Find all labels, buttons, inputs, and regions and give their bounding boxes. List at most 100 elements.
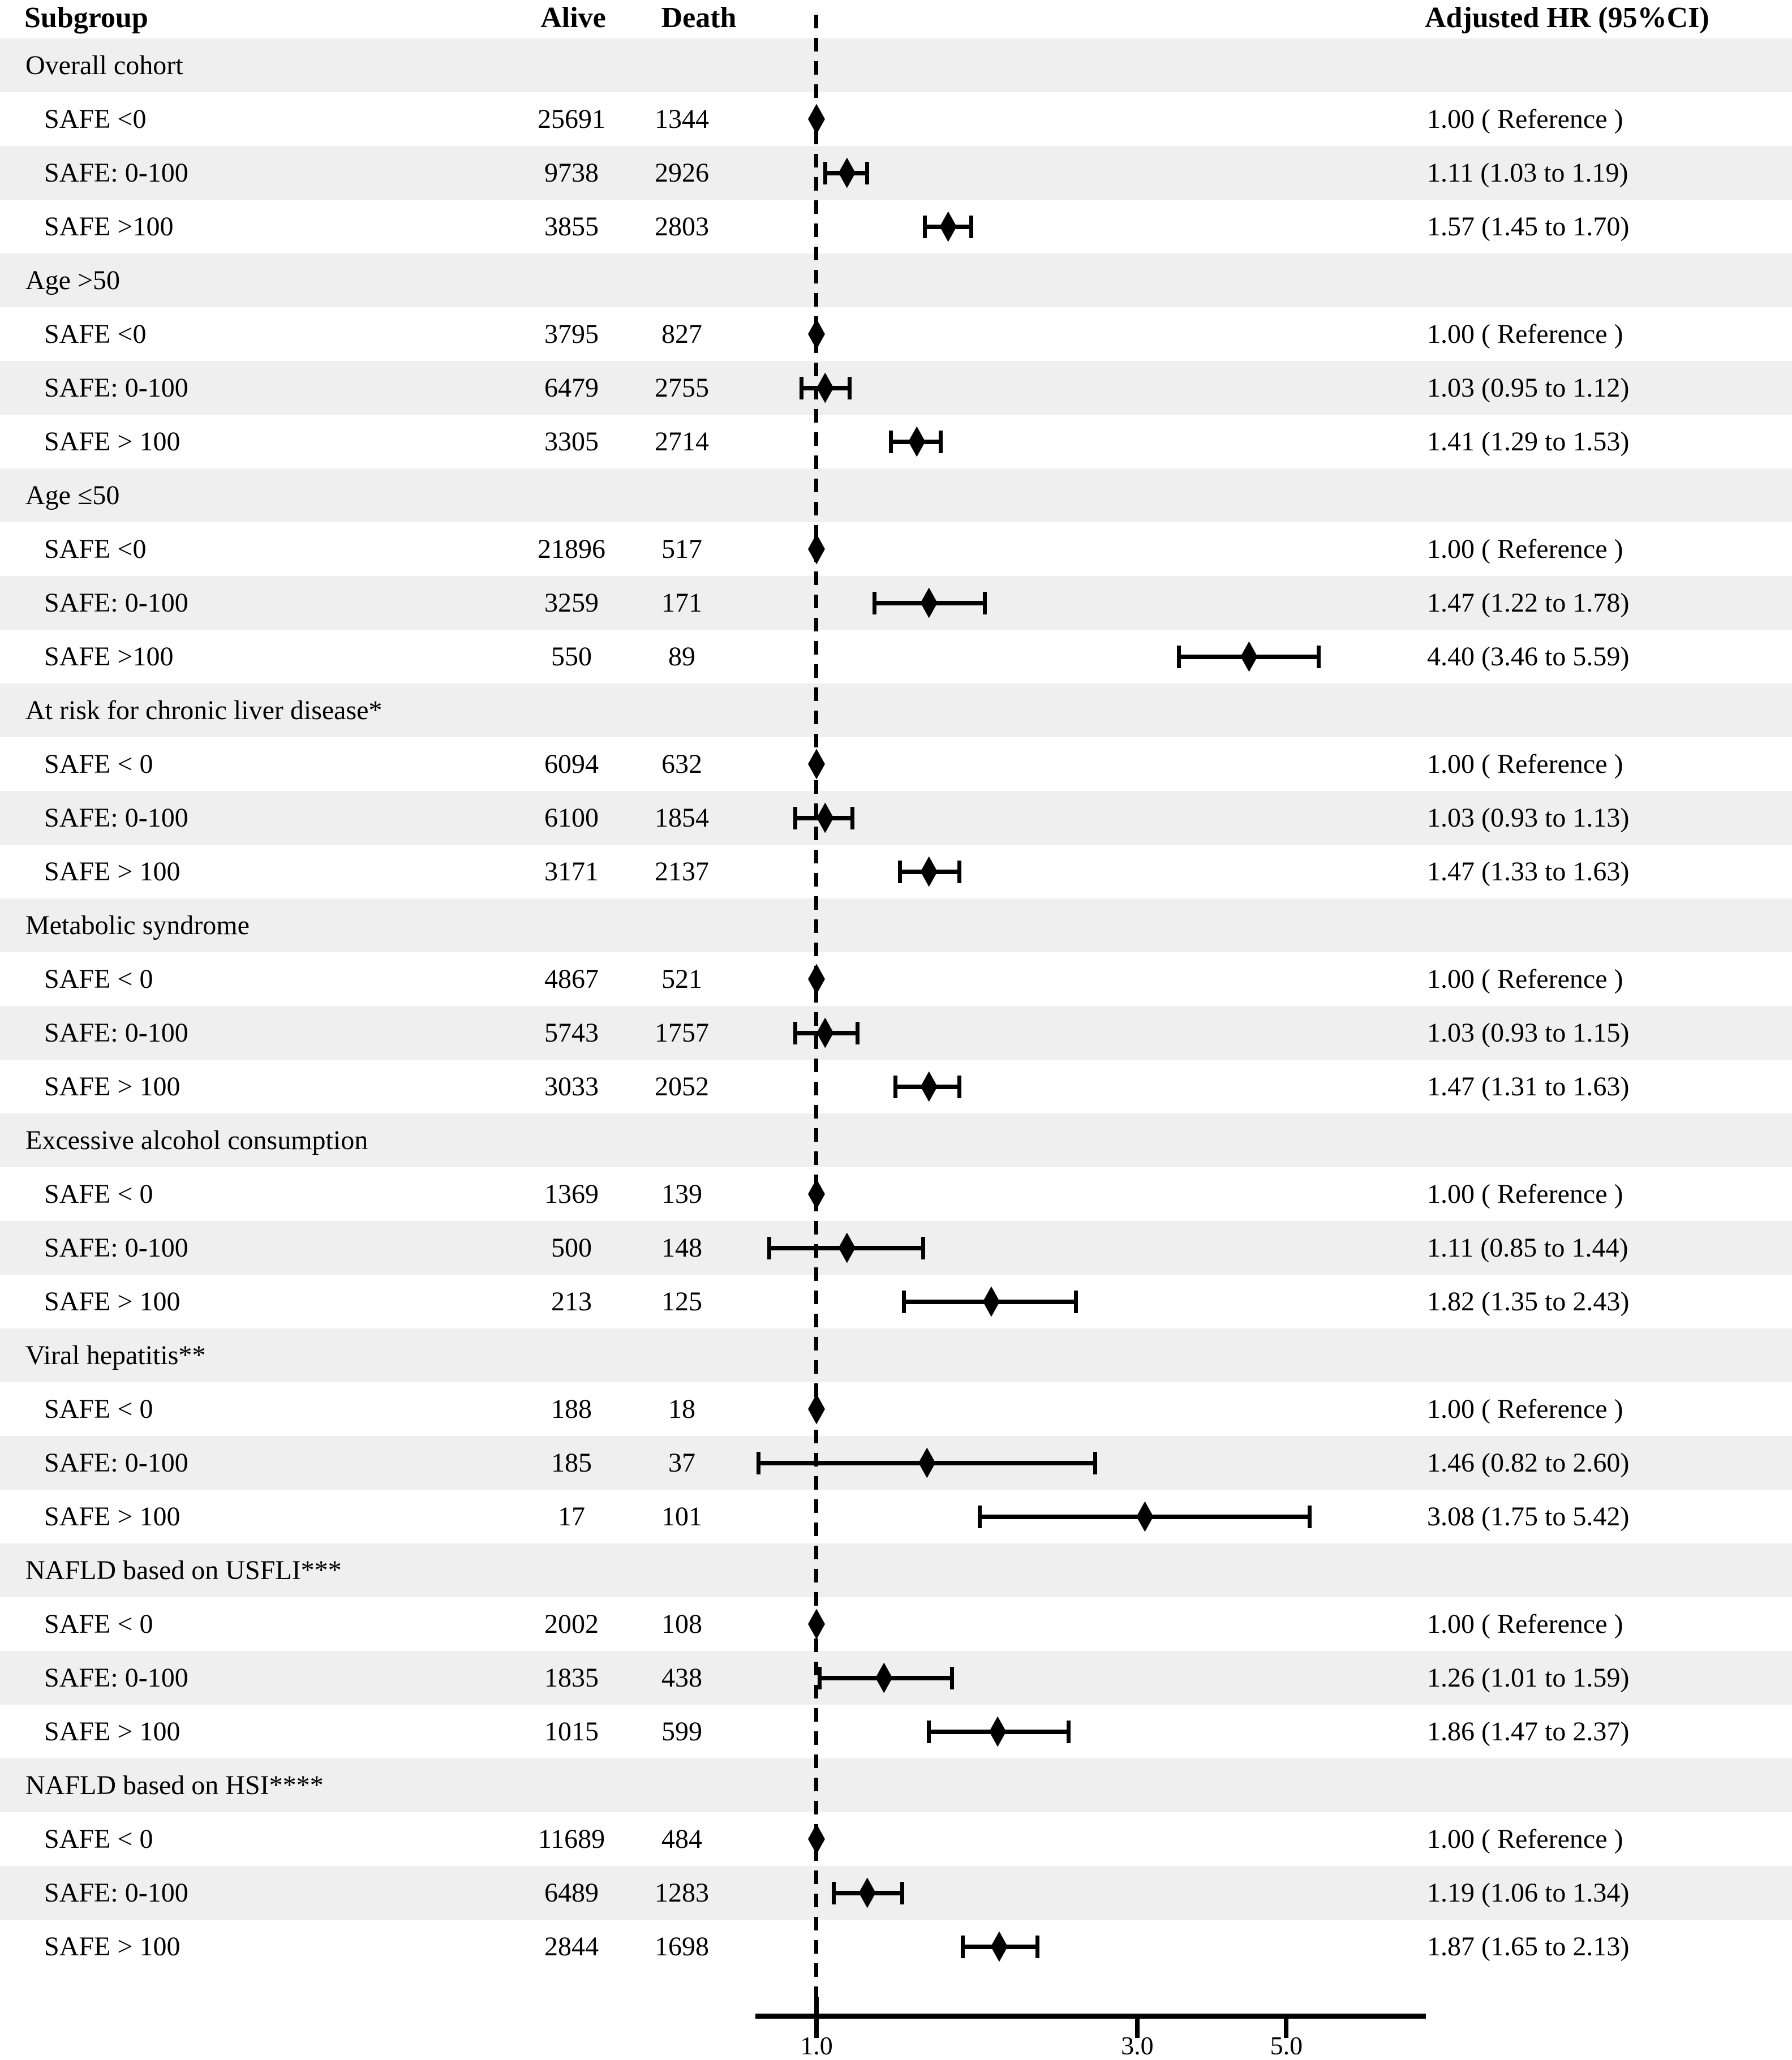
hr-diamond bbox=[808, 1609, 825, 1640]
ci-cap-low bbox=[978, 1505, 982, 1528]
hr-diamond bbox=[920, 587, 938, 618]
hr-diamond bbox=[817, 1017, 834, 1048]
alive-count: 21896 bbox=[538, 534, 605, 564]
subgroup-row-label: SAFE: 0-100 bbox=[44, 1448, 188, 1478]
hr-ci-text: 1.46 (0.82 to 2.60) bbox=[1427, 1448, 1630, 1478]
row-stripe bbox=[0, 1543, 1792, 1597]
ci-cap-high bbox=[850, 806, 854, 829]
row-stripe bbox=[0, 1328, 1792, 1382]
hr-ci-text: 1.00 ( Reference ) bbox=[1427, 1394, 1623, 1424]
hr-ci-text: 1.03 (0.93 to 1.13) bbox=[1427, 803, 1630, 833]
subgroup-row-label: SAFE <0 bbox=[44, 319, 147, 349]
ci-cap-high bbox=[1066, 1720, 1071, 1743]
ci-cap-high bbox=[938, 430, 943, 453]
ci-cap-high bbox=[949, 1666, 954, 1689]
section-label: Excessive alcohol consumption bbox=[25, 1125, 368, 1155]
hr-ci-text: 1.82 (1.35 to 2.43) bbox=[1427, 1287, 1630, 1317]
ci-cap-low bbox=[923, 215, 927, 238]
data-row: SAFE < 0 4867 521 1.00 ( Reference ) bbox=[0, 952, 1792, 1006]
death-count: 484 bbox=[661, 1824, 702, 1854]
hr-diamond bbox=[1240, 641, 1258, 672]
hr-diamond bbox=[838, 1232, 856, 1263]
data-row: SAFE > 100 3033 2052 1.47 (1.31 to 1.63) bbox=[0, 1060, 1792, 1113]
section-header-row: Overall cohort bbox=[0, 38, 1792, 92]
hr-diamond bbox=[808, 534, 825, 565]
ci-cap-low bbox=[757, 1451, 761, 1474]
row-stripe bbox=[0, 38, 1792, 92]
hr-ci-text: 1.57 (1.45 to 1.70) bbox=[1427, 212, 1630, 242]
row-stripe bbox=[0, 1758, 1792, 1812]
alive-count: 3033 bbox=[544, 1072, 599, 1102]
ci-cap-low bbox=[897, 860, 902, 883]
ci-cap-high bbox=[847, 376, 852, 399]
death-count: 2714 bbox=[655, 427, 709, 457]
alive-count: 2844 bbox=[544, 1932, 599, 1962]
alive-count: 3855 bbox=[544, 212, 599, 242]
ci-cap-high bbox=[1073, 1290, 1078, 1313]
hr-diamond bbox=[808, 319, 825, 350]
hr-ci-text: 1.47 (1.22 to 1.78) bbox=[1427, 588, 1630, 618]
ci-cap-high bbox=[921, 1236, 925, 1259]
alive-count: 11689 bbox=[538, 1824, 605, 1854]
x-axis-tick bbox=[814, 1997, 819, 2038]
row-stripe bbox=[0, 898, 1792, 952]
hr-ci-text: 1.00 ( Reference ) bbox=[1427, 749, 1623, 779]
ci-cap-high bbox=[982, 591, 987, 614]
ci-cap-high bbox=[900, 1881, 904, 1904]
death-count: 521 bbox=[661, 964, 702, 994]
row-stripe bbox=[0, 146, 1792, 200]
hr-ci-text: 1.86 (1.47 to 2.37) bbox=[1427, 1717, 1630, 1747]
hr-diamond bbox=[808, 749, 825, 780]
alive-count: 213 bbox=[551, 1287, 592, 1317]
ci-cap-low bbox=[902, 1290, 906, 1313]
death-count: 2755 bbox=[655, 373, 709, 403]
ci-cap-low bbox=[800, 376, 804, 399]
hr-ci-text: 1.00 ( Reference ) bbox=[1427, 104, 1623, 134]
ci-cap-high bbox=[957, 860, 961, 883]
section-label: Overall cohort bbox=[25, 50, 183, 80]
hr-ci-text: 1.00 ( Reference ) bbox=[1427, 319, 1623, 349]
ci-cap-high bbox=[957, 1075, 961, 1098]
data-row: SAFE > 100 2844 1698 1.87 (1.65 to 2.13) bbox=[0, 1920, 1792, 1973]
hr-diamond bbox=[918, 1447, 936, 1478]
section-label: Age >50 bbox=[25, 265, 121, 295]
subgroup-row-label: SAFE > 100 bbox=[44, 1072, 181, 1102]
section-label: NAFLD based on HSI**** bbox=[25, 1770, 324, 1800]
subgroup-row-label: SAFE < 0 bbox=[44, 964, 153, 994]
hr-ci-text: 1.03 (0.95 to 1.12) bbox=[1427, 373, 1630, 403]
alive-count: 188 bbox=[551, 1394, 592, 1424]
ci-cap-low bbox=[817, 1666, 822, 1689]
section-header-row: Excessive alcohol consumption bbox=[0, 1113, 1792, 1167]
ci-cap-low bbox=[793, 1021, 798, 1044]
hr-diamond bbox=[808, 104, 825, 135]
row-stripe bbox=[0, 1006, 1792, 1060]
death-count: 2137 bbox=[655, 857, 709, 887]
section-header-row: Viral hepatitis** bbox=[0, 1328, 1792, 1382]
alive-count: 3305 bbox=[544, 427, 599, 457]
section-header-row: NAFLD based on HSI**** bbox=[0, 1758, 1792, 1812]
death-count: 517 bbox=[661, 534, 702, 564]
row-stripe bbox=[0, 468, 1792, 522]
data-row: SAFE > 100 1015 599 1.86 (1.47 to 2.37) bbox=[0, 1705, 1792, 1758]
x-axis-tick bbox=[1284, 2015, 1289, 2038]
hr-ci-text: 1.00 ( Reference ) bbox=[1427, 964, 1623, 994]
x-axis-tick bbox=[1134, 2015, 1140, 2038]
x-axis-tick-label: 3.0 bbox=[1121, 2031, 1154, 2060]
hr-ci-text: 1.47 (1.31 to 1.63) bbox=[1427, 1072, 1630, 1102]
data-row: SAFE > 100 3171 2137 1.47 (1.33 to 1.63) bbox=[0, 845, 1792, 898]
death-count: 101 bbox=[661, 1502, 702, 1532]
death-count: 2052 bbox=[655, 1072, 709, 1102]
hr-ci-text: 1.11 (0.85 to 1.44) bbox=[1427, 1233, 1628, 1263]
data-row: SAFE: 0-100 3259 171 1.47 (1.22 to 1.78) bbox=[0, 576, 1792, 630]
data-row: SAFE <0 21896 517 1.00 ( Reference ) bbox=[0, 522, 1792, 576]
alive-count: 5743 bbox=[544, 1018, 599, 1048]
column-header-adjusted-hr: Adjusted HR (95%CI) bbox=[1425, 2, 1709, 34]
hr-ci-text: 4.40 (3.46 to 5.59) bbox=[1427, 642, 1630, 672]
subgroup-row-label: SAFE: 0-100 bbox=[44, 373, 188, 403]
hr-ci-text: 1.19 (1.06 to 1.34) bbox=[1427, 1878, 1630, 1908]
death-count: 139 bbox=[661, 1179, 702, 1209]
hr-ci-text: 3.08 (1.75 to 5.42) bbox=[1427, 1502, 1630, 1532]
ci-cap-low bbox=[831, 1881, 836, 1904]
subgroup-row-label: SAFE >100 bbox=[44, 212, 174, 242]
